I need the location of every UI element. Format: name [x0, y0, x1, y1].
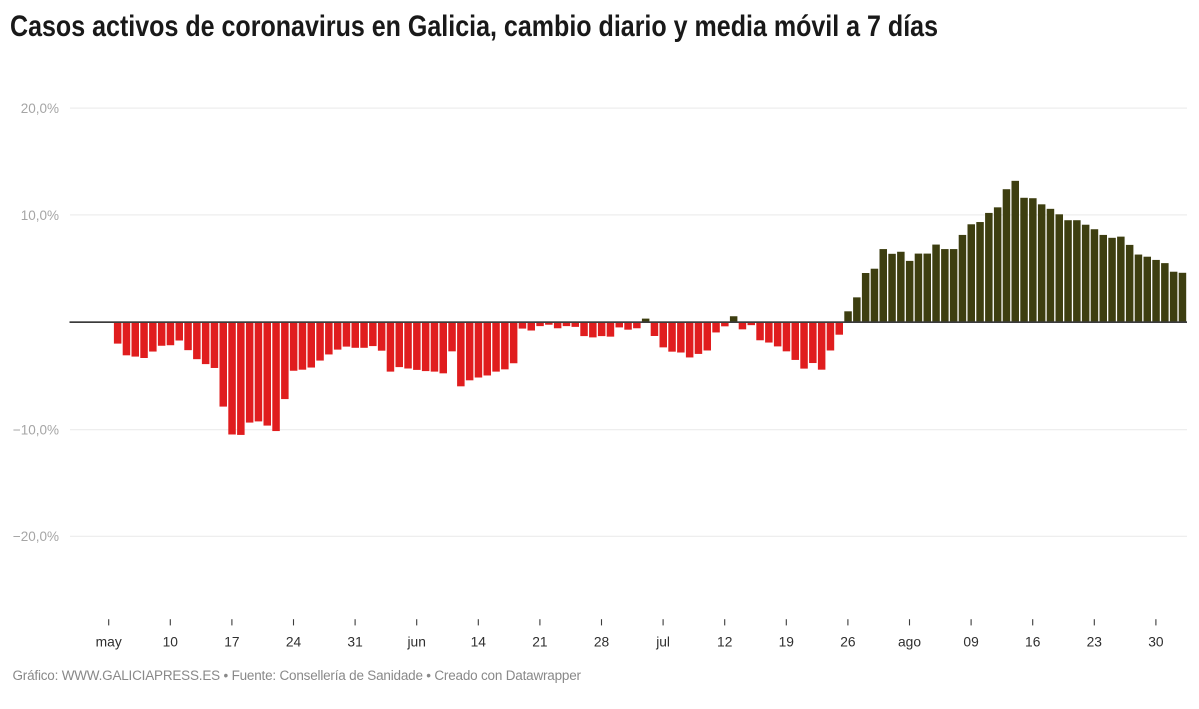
svg-text:12: 12	[717, 634, 732, 649]
svg-text:16: 16	[1025, 634, 1041, 649]
svg-text:24: 24	[286, 634, 302, 649]
svg-text:31: 31	[347, 634, 362, 649]
svg-text:14: 14	[471, 634, 487, 649]
svg-text:20,0%: 20,0%	[21, 101, 59, 116]
svg-text:ago: ago	[898, 634, 921, 649]
svg-text:−10,0%: −10,0%	[13, 423, 59, 438]
svg-text:09: 09	[963, 634, 979, 649]
svg-text:26: 26	[840, 634, 856, 649]
svg-text:may: may	[96, 634, 122, 649]
svg-text:19: 19	[779, 634, 795, 649]
svg-text:28: 28	[594, 634, 610, 649]
svg-text:−20,0%: −20,0%	[13, 529, 59, 544]
svg-text:17: 17	[224, 634, 239, 649]
svg-text:jul: jul	[655, 634, 670, 649]
svg-text:30: 30	[1148, 634, 1164, 649]
svg-text:jun: jun	[406, 634, 425, 649]
svg-text:21: 21	[532, 634, 547, 649]
svg-text:10,0%: 10,0%	[21, 208, 59, 223]
svg-text:10: 10	[163, 634, 179, 649]
svg-text:23: 23	[1087, 634, 1103, 649]
